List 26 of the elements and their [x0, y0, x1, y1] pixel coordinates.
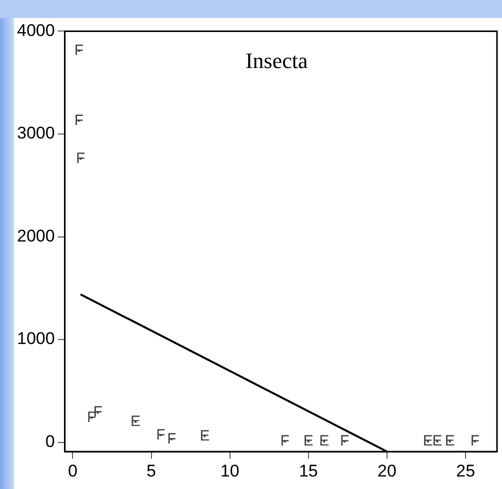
series-label: F — [74, 112, 84, 129]
text: F — [76, 150, 86, 167]
text: E — [432, 432, 442, 450]
text: F — [167, 430, 176, 448]
x-tick-label: 10 — [220, 461, 240, 480]
y-tick-label: 0 — [45, 432, 55, 452]
text: E — [444, 432, 455, 450]
y-tick-label: 1000 — [16, 329, 55, 348]
text: E — [319, 432, 330, 450]
text: E — [303, 432, 314, 450]
x-tick-label: 0 — [68, 461, 78, 480]
text: F — [340, 432, 350, 450]
series-label: E — [130, 412, 141, 430]
x-tick-label: 20 — [378, 461, 396, 480]
text: Insecta — [245, 48, 308, 73]
text: F — [280, 432, 290, 450]
text: F — [156, 426, 166, 444]
text: E — [422, 432, 433, 450]
x-tick-label: 15 — [298, 461, 318, 480]
y-tick-label: 3000 — [16, 124, 55, 143]
y-tick-label: 2000 — [16, 226, 55, 246]
text: E — [200, 427, 210, 444]
x-tick-label: 25 — [456, 461, 476, 480]
y-tick-label: 4000 — [16, 20, 55, 40]
x-tick-label: 5 — [146, 461, 156, 480]
text: F — [74, 42, 84, 59]
